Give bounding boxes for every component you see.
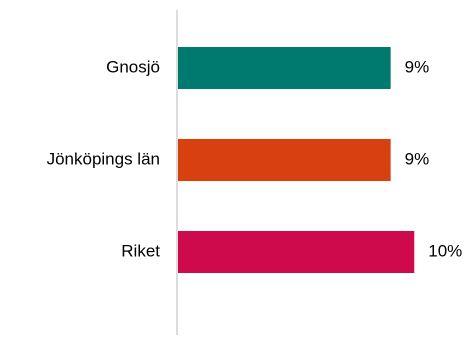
value-label: 9% (405, 149, 430, 168)
category-label: Jönköpings län (47, 149, 160, 168)
category-label: Gnosjö (106, 57, 160, 76)
bars-layer: Gnosjö 9% Jönköpings län 9% Riket 10% (47, 47, 462, 273)
value-label: 9% (405, 57, 430, 76)
value-label: 10% (428, 241, 462, 260)
category-label: Riket (121, 241, 160, 260)
bar-1 (178, 139, 391, 181)
bar-2 (178, 231, 415, 273)
bar-0 (178, 47, 391, 89)
